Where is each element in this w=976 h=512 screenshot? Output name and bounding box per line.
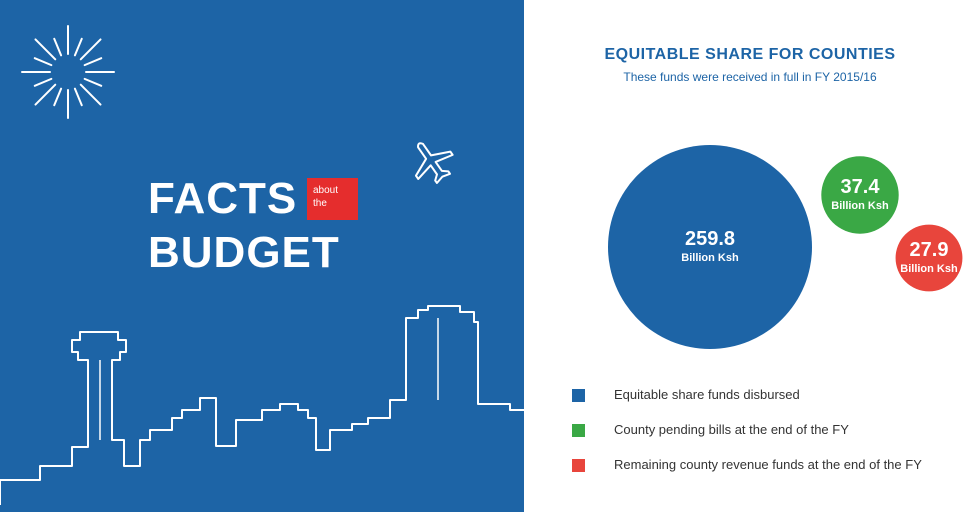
left-banner-panel: FACTS about the BUDGET <box>0 0 524 512</box>
legend-label: Equitable share funds disbursed <box>614 387 800 402</box>
sun-ray <box>34 83 57 106</box>
legend-swatch <box>572 459 585 472</box>
bubble-value-label: 259.8 <box>685 228 735 250</box>
sun-ray <box>33 57 53 67</box>
sun-ray <box>83 77 103 87</box>
chart-title: EQUITABLE SHARE FOR COUNTIES <box>604 46 896 63</box>
about-the-badge: about the <box>307 178 358 220</box>
budget-heading: BUDGET <box>148 228 340 277</box>
bubble-value-label: 27.9 <box>910 239 949 261</box>
bubble-chart-panel: EQUITABLE SHARE FOR COUNTIES These funds… <box>524 0 976 512</box>
bubble-unit-label: Billion Ksh <box>681 252 739 264</box>
bubble-1 <box>821 156 899 234</box>
city-skyline-icon <box>0 305 524 505</box>
legend-swatch <box>572 424 585 437</box>
bubble-value-label: 37.4 <box>841 176 881 198</box>
sunburst-icon <box>21 25 115 119</box>
the-text: the <box>313 198 327 209</box>
sun-ray <box>53 37 63 57</box>
airplane-icon <box>414 142 454 184</box>
sun-ray <box>79 38 102 61</box>
bubble-unit-label: Billion Ksh <box>900 263 958 275</box>
sun-ray <box>73 87 83 107</box>
chart-subtitle: These funds were received in full in FY … <box>623 70 877 84</box>
bubble-2 <box>895 224 963 292</box>
legend-swatch <box>572 389 585 402</box>
sun-ray <box>83 57 103 67</box>
sun-ray <box>33 77 53 87</box>
sun-ray <box>79 83 102 106</box>
facts-heading: FACTS <box>148 174 298 223</box>
sun-ray <box>34 38 57 61</box>
sun-ray <box>53 87 63 107</box>
legend-label: County pending bills at the end of the F… <box>614 422 849 437</box>
bubble-unit-label: Billion Ksh <box>831 200 889 212</box>
legend-label: Remaining county revenue funds at the en… <box>614 457 922 472</box>
bubble-0 <box>608 145 812 349</box>
bubble-chart: 259.8 Billion Ksh 37.4 Billion Ksh 27.9 Billi… <box>608 145 963 349</box>
about-text: about <box>313 185 339 196</box>
sun-ray <box>73 37 83 57</box>
